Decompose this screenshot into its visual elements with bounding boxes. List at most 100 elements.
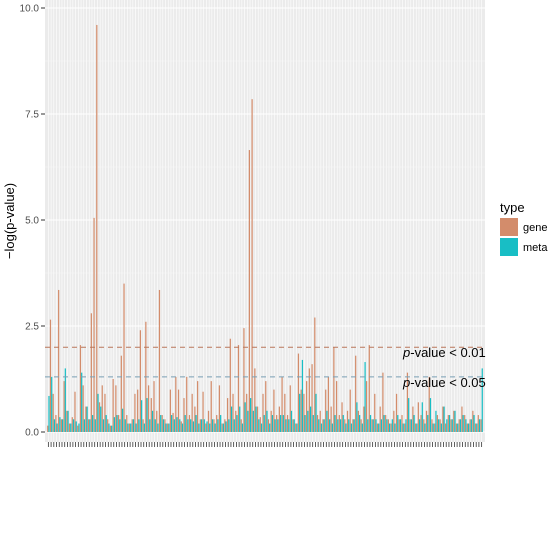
bar-gene [180, 421, 182, 432]
bar-gene [385, 415, 387, 432]
bar-meta [345, 423, 347, 432]
bar-meta [372, 419, 374, 432]
bar-meta [61, 419, 64, 432]
bar-gene [117, 415, 120, 432]
bar-gene [115, 385, 117, 432]
x-axis [47, 442, 483, 447]
bar-gene [96, 24, 98, 433]
bar-gene [101, 385, 103, 432]
bar-meta [111, 425, 113, 432]
bar-gene [82, 385, 84, 432]
bar-meta [440, 423, 442, 432]
bar-gene [270, 410, 272, 432]
bar-gene [58, 289, 60, 432]
bar-meta [130, 423, 132, 432]
bar-meta [299, 393, 301, 432]
bar-gene [357, 410, 360, 432]
bar-meta [239, 406, 241, 432]
bar-meta [91, 415, 94, 432]
bar-gene [153, 381, 155, 432]
bar-gene [325, 389, 327, 432]
bar-meta [350, 423, 353, 432]
bar-gene [150, 398, 152, 432]
bar-meta [86, 406, 88, 432]
bar-gene [98, 402, 101, 432]
bar-gene [474, 423, 477, 432]
bar-meta [320, 423, 323, 432]
bar-gene [458, 419, 460, 432]
y-tick-label: 7.5 [25, 110, 39, 121]
bar-meta [288, 419, 290, 432]
bar-meta [252, 410, 254, 432]
bar-meta [56, 423, 58, 432]
bar-gene [186, 376, 188, 432]
bar-gene [74, 391, 76, 432]
bar-meta [418, 419, 421, 432]
bar-meta [211, 419, 214, 432]
bar-gene [442, 406, 444, 432]
bar-meta [100, 406, 102, 432]
bar-meta [399, 419, 402, 432]
bar-gene [191, 393, 193, 432]
bar-gene [363, 406, 365, 432]
bar-gene [415, 423, 417, 432]
bar-gene [49, 319, 52, 432]
bar-meta [149, 419, 151, 432]
y-tick-label: 10.0 [20, 4, 40, 15]
bar-meta [427, 415, 429, 432]
bar-meta [470, 419, 472, 432]
bar-gene [221, 423, 223, 432]
bar-gene [104, 393, 106, 432]
bar-meta [83, 419, 86, 432]
bar-gene [218, 385, 221, 432]
bar-meta [214, 423, 216, 432]
bar-meta [181, 423, 184, 432]
bar-gene [88, 419, 90, 432]
bar-meta [386, 419, 388, 432]
bar-gene [278, 406, 280, 432]
bar-meta [279, 415, 282, 432]
bar-meta [468, 423, 470, 432]
bar-meta [170, 415, 173, 432]
bar-gene [297, 353, 300, 432]
bar-meta [312, 415, 314, 432]
bar-gene [417, 402, 419, 432]
annotation-p001-p: p [402, 345, 410, 360]
bar-meta [282, 415, 284, 432]
bar-meta [285, 419, 287, 432]
legend: type gene meta [500, 200, 548, 256]
panel-background [45, 0, 485, 442]
bar-gene [286, 415, 289, 432]
bar-gene [428, 376, 430, 432]
bar-gene [322, 419, 324, 432]
bar-gene [390, 423, 392, 432]
bar-meta [269, 423, 271, 432]
bar-gene [207, 410, 210, 432]
bar-meta [179, 419, 181, 432]
bar-meta [375, 419, 377, 432]
bar-gene [371, 419, 373, 432]
bar-gene [158, 289, 161, 432]
bar-gene [461, 406, 463, 432]
legend-key-meta [500, 238, 518, 256]
legend-key-gene [500, 218, 518, 236]
bar-gene [112, 379, 114, 432]
bar-gene [134, 393, 136, 432]
bar-meta [75, 421, 77, 432]
legend-label-gene: gene [523, 222, 547, 234]
bar-meta [383, 415, 385, 432]
bar-meta [432, 423, 434, 432]
bar-gene [314, 317, 316, 432]
bar-meta [337, 419, 339, 432]
bar-meta [64, 368, 66, 432]
bar-meta [266, 410, 268, 432]
bar-meta [388, 423, 391, 432]
bar-meta [318, 419, 320, 432]
bar-gene [240, 419, 242, 432]
bar-meta [67, 410, 69, 432]
bar-meta [448, 415, 451, 432]
bar-gene [120, 355, 122, 432]
bar-gene [177, 389, 180, 432]
bar-gene [401, 415, 403, 432]
bar-meta [97, 393, 99, 432]
